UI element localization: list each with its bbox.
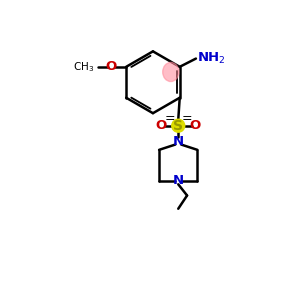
Text: O: O bbox=[106, 60, 117, 73]
Text: =: = bbox=[182, 112, 192, 125]
Text: N: N bbox=[173, 134, 184, 148]
Circle shape bbox=[172, 119, 185, 132]
Text: O: O bbox=[190, 119, 201, 132]
Text: =: = bbox=[164, 112, 175, 125]
Text: CH$_3$: CH$_3$ bbox=[73, 60, 94, 74]
Ellipse shape bbox=[163, 62, 179, 82]
Text: S: S bbox=[173, 119, 183, 133]
Text: N: N bbox=[173, 174, 184, 187]
Text: NH$_2$: NH$_2$ bbox=[197, 51, 226, 66]
Text: O: O bbox=[155, 119, 167, 132]
